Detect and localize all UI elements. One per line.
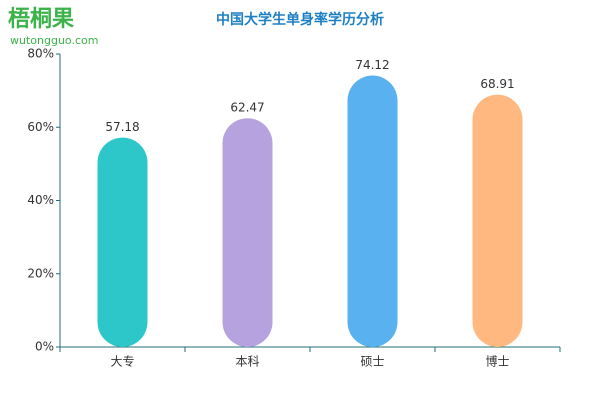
- value-label: 68.91: [480, 77, 514, 91]
- bar: [97, 137, 148, 347]
- logo: 梧桐果: [8, 7, 74, 32]
- x-tick-label: 本科: [235, 355, 259, 369]
- value-label: 57.18: [105, 120, 139, 134]
- x-tick-label: 大专: [110, 354, 134, 369]
- value-label: 74.12: [355, 58, 389, 72]
- x-tick-label: 博士: [485, 354, 509, 369]
- chart-title: 中国大学生单身率学历分析: [216, 11, 384, 28]
- bar: [347, 75, 398, 348]
- x-tick-label: 硕士: [360, 355, 384, 369]
- logo-url: wutongguo.com: [10, 34, 98, 47]
- y-tick-label: 40%: [27, 193, 54, 207]
- y-tick-label: 80%: [27, 47, 54, 61]
- bar: [222, 118, 273, 347]
- y-tick-label: 0%: [35, 340, 54, 354]
- y-tick-label: 20%: [27, 266, 54, 280]
- y-tick-label: 60%: [27, 120, 54, 134]
- value-label: 62.47: [230, 101, 264, 115]
- bar: [472, 94, 523, 347]
